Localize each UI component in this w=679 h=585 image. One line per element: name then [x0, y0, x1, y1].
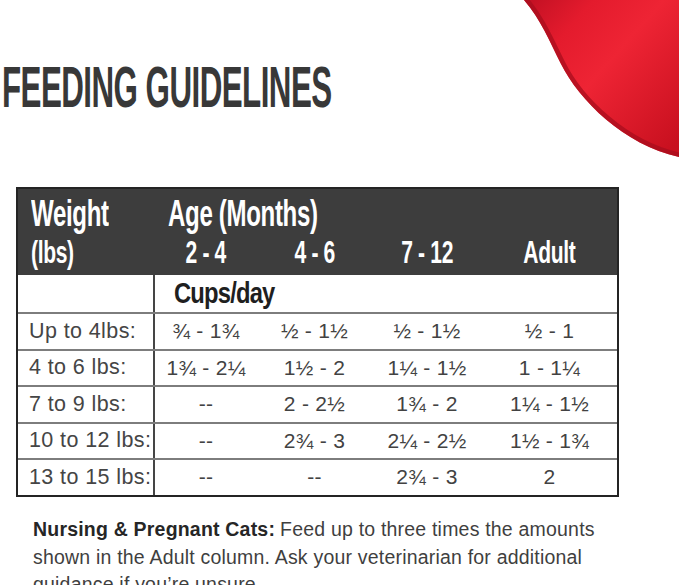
age-header-cell: Age (Months) — [155, 193, 617, 235]
feed-amount-cell: 2¼ - 2½ — [372, 424, 482, 459]
feed-amount-cell: ½ - 1½ — [257, 314, 372, 349]
feed-amount-cell: ¾ - 1¾ — [155, 314, 257, 349]
age-column-header-adult: Adult — [482, 235, 617, 271]
weight-row-label: 13 to 15 lbs: — [18, 460, 155, 495]
weight-row-label: 7 to 9 lbs: — [18, 387, 155, 422]
feed-amount-cell: ½ - 1½ — [372, 314, 482, 349]
units-row: Cups/day — [18, 275, 617, 312]
table-row-7-to-9-lbs: 7 to 9 lbs: -- 2 - 2½ 1¾ - 2 1¼ - 1½ — [18, 385, 617, 422]
age-header-label: Age (Months) — [168, 193, 318, 235]
age-column-label: 7 - 12 — [401, 235, 453, 271]
feed-amount-cell: 1¾ - 2 — [372, 387, 482, 422]
age-column-header-2-4: 2 - 4 — [155, 235, 257, 271]
feed-amount-cell: 1¾ - 2¼ — [155, 351, 257, 386]
feeding-guidelines-table: Weight Age (Months) (lbs) 2 - 4 4 - 6 7 … — [16, 187, 619, 497]
feed-amount-cell: -- — [155, 387, 257, 422]
feed-amount-cell: 1¼ - 1½ — [482, 387, 617, 422]
feed-amount-cell: 1½ - 1¾ — [482, 424, 617, 459]
nursing-note-label: Nursing & Pregnant Cats: — [33, 518, 275, 540]
weight-unit-label: (lbs) — [31, 235, 74, 271]
feed-amount-cell: 1½ - 2 — [257, 351, 372, 386]
feed-amount-cell: ½ - 1 — [482, 314, 617, 349]
page-title-text: FEEDING GUIDELINES — [2, 58, 332, 116]
feed-amount-cell: 2 — [482, 460, 617, 495]
age-column-label: 4 - 6 — [294, 235, 334, 271]
table-row-up-to-4lbs: Up to 4lbs: ¾ - 1¾ ½ - 1½ ½ - 1½ ½ - 1 — [18, 312, 617, 349]
nursing-pregnant-note: Nursing & Pregnant Cats:Feed up to three… — [33, 516, 633, 585]
weight-unit-cell: (lbs) — [18, 235, 155, 271]
weight-row-label: Up to 4lbs: — [18, 314, 155, 349]
table-header: Weight Age (Months) (lbs) 2 - 4 4 - 6 7 … — [18, 189, 617, 275]
feed-amount-cell: 1 - 1¼ — [482, 351, 617, 386]
page-title: FEEDING GUIDELINES — [2, 58, 612, 116]
feed-amount-cell: 1¼ - 1½ — [372, 351, 482, 386]
weight-row-label: 10 to 12 lbs: — [18, 424, 155, 459]
age-column-header-4-6: 4 - 6 — [257, 235, 372, 271]
feed-amount-cell: -- — [257, 460, 372, 495]
weight-header-label: Weight — [31, 193, 109, 235]
age-column-label: Adult — [523, 235, 575, 271]
weight-header-cell: Weight — [18, 193, 155, 235]
units-label: Cups/day — [174, 277, 274, 310]
age-column-label: 2 - 4 — [186, 235, 226, 271]
table-row-4-to-6-lbs: 4 to 6 lbs: 1¾ - 2¼ 1½ - 2 1¼ - 1½ 1 - 1… — [18, 349, 617, 386]
table-row-13-to-15-lbs: 13 to 15 lbs: -- -- 2¾ - 3 2 — [18, 458, 617, 495]
age-column-header-7-12: 7 - 12 — [372, 235, 482, 271]
feed-amount-cell: 2¾ - 3 — [372, 460, 482, 495]
feed-amount-cell: -- — [155, 424, 257, 459]
units-row-spacer — [18, 275, 155, 312]
feed-amount-cell: 2 - 2½ — [257, 387, 372, 422]
weight-row-label: 4 to 6 lbs: — [18, 351, 155, 386]
feed-amount-cell: 2¾ - 3 — [257, 424, 372, 459]
feed-amount-cell: -- — [155, 460, 257, 495]
table-body: Cups/day Up to 4lbs: ¾ - 1¾ ½ - 1½ ½ - 1… — [18, 275, 617, 495]
units-label-cell: Cups/day — [155, 275, 617, 312]
table-row-10-to-12-lbs: 10 to 12 lbs: -- 2¾ - 3 2¼ - 2½ 1½ - 1¾ — [18, 422, 617, 459]
